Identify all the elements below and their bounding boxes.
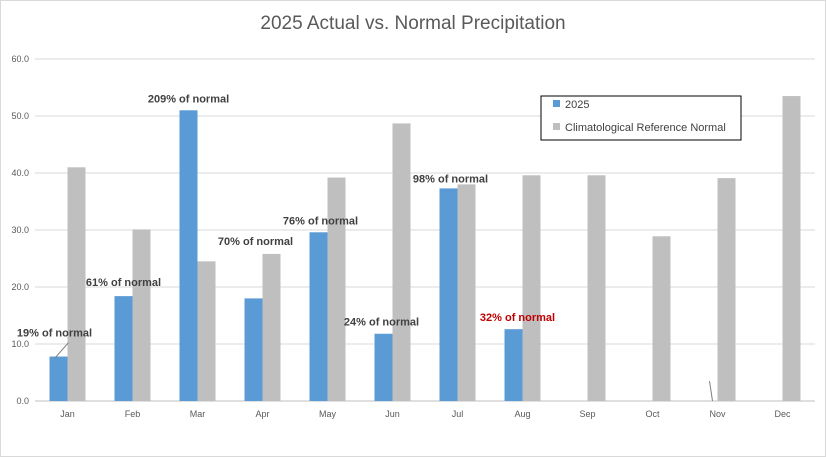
- y-tick-label: 0.0: [16, 396, 29, 406]
- data-label-feb: 61% of normal: [86, 277, 161, 289]
- bars: [49, 96, 801, 402]
- x-tick-label: Jun: [385, 409, 400, 419]
- chart-title: 2025 Actual vs. Normal Precipitation: [260, 13, 565, 34]
- x-tick-label: Feb: [125, 409, 141, 419]
- legend-swatch-normal: [553, 123, 560, 130]
- y-tick-label: 30.0: [11, 225, 29, 235]
- bar-2025-jan: [49, 356, 68, 401]
- bar-normal-oct: [652, 236, 671, 401]
- bar-2025-jul: [439, 188, 458, 401]
- y-tick-label: 40.0: [11, 168, 29, 178]
- bar-normal-mar: [197, 261, 216, 401]
- bar-normal-jan: [67, 167, 86, 401]
- x-tick-label: Jan: [60, 409, 75, 419]
- bar-2025-feb: [114, 296, 133, 401]
- data-label-mar: 209% of normal: [148, 93, 229, 105]
- x-tick-label: Jul: [452, 409, 464, 419]
- bar-2025-jun: [374, 333, 393, 401]
- leader-line-nov: [709, 380, 713, 402]
- y-tick-label: 10.0: [11, 339, 29, 349]
- data-label-jan: 19% of normal: [17, 328, 92, 340]
- data-label-jul: 98% of normal: [413, 173, 488, 185]
- legend-box: [540, 95, 742, 141]
- bar-normal-feb: [132, 229, 151, 401]
- legend-swatch-2025: [553, 100, 560, 107]
- bar-normal-nov: [717, 178, 736, 401]
- legend-label-normal: Climatological Reference Normal: [565, 122, 726, 134]
- data-label-may: 76% of normal: [283, 215, 358, 227]
- gridlines: [35, 58, 815, 402]
- bar-normal-sep: [587, 175, 606, 401]
- x-tick-label: Sep: [579, 409, 595, 419]
- x-tick-label: Nov: [709, 409, 726, 419]
- x-tick-label: Mar: [190, 409, 206, 419]
- bar-2025-mar: [179, 110, 198, 402]
- leader-line-jan: [54, 342, 69, 359]
- bar-normal-jul: [457, 184, 476, 401]
- legend-label-2025: 2025: [565, 99, 589, 111]
- y-tick-label: 50.0: [11, 111, 29, 121]
- x-tick-label: Apr: [255, 409, 269, 419]
- bar-2025-apr: [244, 298, 263, 401]
- bar-normal-jun: [392, 123, 411, 401]
- data-labels: 19% of normal 61% of normal 209% of normal…: [17, 93, 713, 402]
- axes: 0.0 10.0 20.0 30.0 40.0 50.0 60.0 Jan Feb Mar Apr M…: [11, 54, 791, 419]
- data-label-apr: 70% of normal: [218, 236, 293, 248]
- y-tick-label: 60.0: [11, 54, 29, 64]
- y-tick-label: 20.0: [11, 282, 29, 292]
- bar-normal-apr: [262, 253, 281, 401]
- data-label-jun: 24% of normal: [344, 317, 419, 329]
- bar-normal-aug: [522, 175, 541, 401]
- legend: 2025 Climatological Reference Normal: [540, 95, 742, 141]
- data-label-aug: 32% of normal: [480, 312, 555, 324]
- x-tick-label: Oct: [645, 409, 660, 419]
- bar-2025-may: [309, 232, 328, 401]
- bar-normal-may: [327, 177, 346, 401]
- x-tick-label: Aug: [514, 409, 530, 419]
- x-tick-label: Dec: [774, 409, 791, 419]
- bar-2025-aug: [504, 329, 523, 401]
- bar-normal-dec: [782, 96, 801, 402]
- x-tick-label: May: [319, 409, 337, 419]
